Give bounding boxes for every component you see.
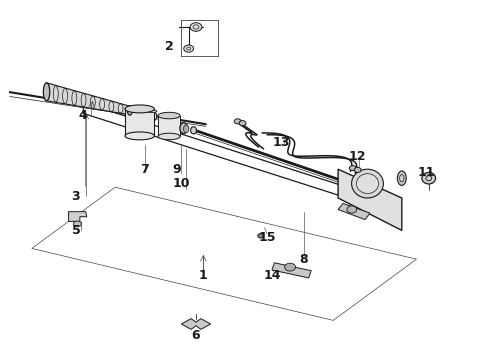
Circle shape bbox=[234, 119, 241, 124]
Text: 15: 15 bbox=[258, 231, 276, 244]
Polygon shape bbox=[158, 116, 180, 136]
Circle shape bbox=[190, 23, 202, 31]
Text: 5: 5 bbox=[72, 224, 80, 237]
Polygon shape bbox=[272, 263, 311, 278]
Circle shape bbox=[258, 234, 264, 238]
Ellipse shape bbox=[397, 171, 406, 185]
Ellipse shape bbox=[191, 127, 196, 134]
Text: 6: 6 bbox=[192, 329, 200, 342]
Text: 3: 3 bbox=[72, 190, 80, 203]
Ellipse shape bbox=[43, 83, 50, 101]
Ellipse shape bbox=[125, 132, 154, 140]
Ellipse shape bbox=[125, 105, 154, 113]
Ellipse shape bbox=[163, 114, 171, 122]
Text: 9: 9 bbox=[172, 163, 181, 176]
Circle shape bbox=[184, 45, 194, 52]
Text: 8: 8 bbox=[299, 253, 308, 266]
Text: 2: 2 bbox=[165, 40, 173, 53]
Text: 4: 4 bbox=[79, 109, 88, 122]
Text: 12: 12 bbox=[349, 150, 367, 163]
Ellipse shape bbox=[183, 125, 189, 133]
Ellipse shape bbox=[158, 133, 180, 140]
Ellipse shape bbox=[158, 112, 180, 119]
Circle shape bbox=[74, 221, 81, 227]
Polygon shape bbox=[47, 83, 130, 115]
Ellipse shape bbox=[357, 174, 379, 194]
Polygon shape bbox=[83, 103, 353, 200]
Ellipse shape bbox=[422, 172, 436, 184]
Circle shape bbox=[347, 206, 357, 213]
Text: 10: 10 bbox=[172, 177, 190, 190]
Text: 1: 1 bbox=[199, 269, 208, 282]
Text: 14: 14 bbox=[263, 269, 281, 282]
Text: 7: 7 bbox=[140, 163, 149, 176]
Text: 11: 11 bbox=[417, 166, 435, 179]
Circle shape bbox=[239, 121, 246, 126]
Polygon shape bbox=[338, 169, 402, 230]
Circle shape bbox=[354, 167, 361, 172]
Polygon shape bbox=[338, 203, 370, 220]
Ellipse shape bbox=[147, 110, 157, 113]
Polygon shape bbox=[69, 212, 87, 221]
Polygon shape bbox=[125, 109, 154, 136]
Ellipse shape bbox=[400, 175, 404, 182]
Ellipse shape bbox=[147, 111, 157, 121]
Circle shape bbox=[349, 166, 356, 171]
Polygon shape bbox=[181, 319, 211, 329]
Circle shape bbox=[285, 263, 295, 271]
Ellipse shape bbox=[180, 123, 188, 134]
Text: 13: 13 bbox=[273, 136, 291, 149]
Ellipse shape bbox=[352, 169, 384, 198]
Ellipse shape bbox=[127, 106, 132, 115]
